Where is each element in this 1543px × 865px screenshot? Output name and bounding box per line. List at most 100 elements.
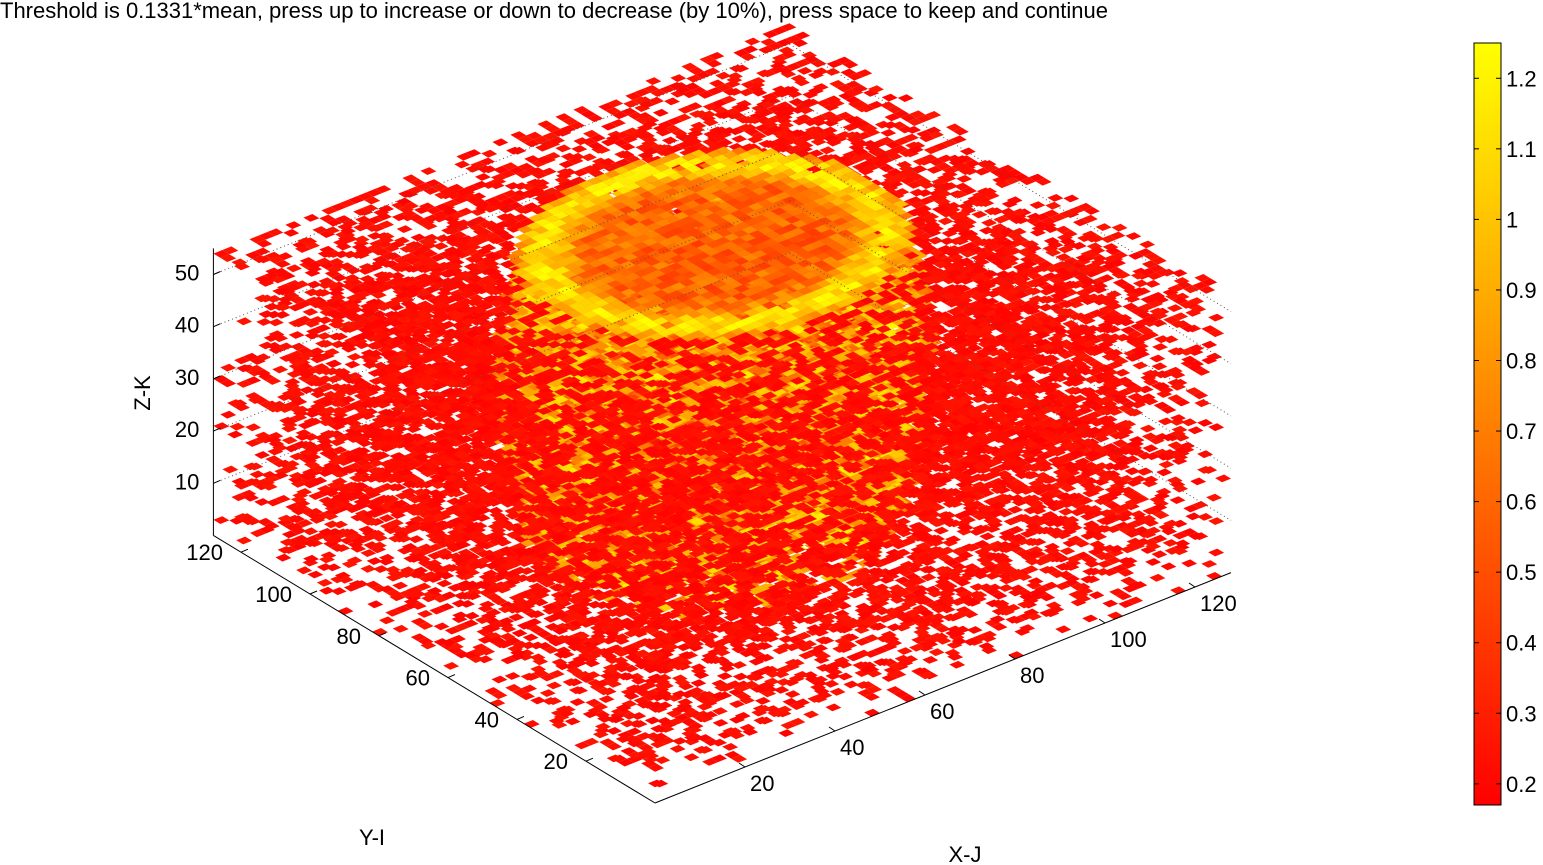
voxel — [1120, 561, 1137, 569]
voxel — [630, 712, 647, 720]
voxel — [615, 735, 632, 743]
voxel — [308, 492, 325, 500]
voxel — [742, 728, 759, 736]
voxel — [384, 565, 401, 574]
voxel — [886, 686, 903, 694]
voxel — [297, 519, 313, 527]
voxel — [902, 655, 919, 664]
voxel — [530, 665, 547, 674]
voxel — [420, 641, 437, 650]
voxel — [941, 597, 958, 606]
voxel — [773, 686, 790, 694]
voxel — [852, 661, 869, 670]
voxel — [837, 672, 853, 681]
voxel — [530, 696, 547, 705]
voxel — [505, 684, 522, 692]
voxel — [1208, 548, 1225, 557]
voxel — [1151, 550, 1168, 559]
voxel — [825, 703, 842, 712]
voxel — [724, 750, 741, 759]
voxel — [643, 751, 660, 760]
voxel — [1096, 560, 1113, 568]
voxel — [872, 646, 889, 655]
voxel — [948, 574, 964, 583]
voxel — [836, 574, 853, 582]
voxel — [896, 647, 913, 655]
voxel — [1174, 539, 1191, 548]
voxel — [319, 586, 335, 595]
voxel — [991, 591, 1008, 600]
voxel — [529, 653, 546, 662]
voxel — [1130, 510, 1147, 519]
voxel — [683, 753, 700, 762]
voxel — [1111, 564, 1128, 573]
voxel — [602, 664, 619, 672]
voxel — [337, 607, 354, 615]
voxel — [622, 664, 639, 673]
voxel — [693, 745, 709, 754]
voxel — [1055, 625, 1072, 634]
voxel — [373, 565, 389, 573]
voxel — [489, 699, 506, 707]
voxel — [595, 722, 611, 731]
voxel — [641, 759, 658, 768]
voxel — [1070, 582, 1087, 591]
voxel — [1208, 517, 1225, 525]
voxel — [417, 621, 434, 630]
voxel — [682, 710, 699, 718]
voxel — [1039, 593, 1056, 602]
voxel — [829, 687, 846, 696]
voxel — [944, 648, 961, 657]
voxel — [928, 617, 945, 625]
voxel — [859, 665, 876, 674]
voxel — [1171, 519, 1188, 528]
voxel — [532, 657, 549, 666]
voxel — [529, 625, 545, 634]
voxel — [1005, 615, 1022, 624]
voxel — [722, 727, 739, 736]
voxel — [392, 581, 409, 590]
voxel — [444, 626, 461, 635]
voxel — [606, 742, 622, 751]
voxel — [1022, 565, 1039, 574]
voxel — [348, 580, 365, 588]
voxel — [350, 544, 367, 553]
voxel — [794, 698, 811, 707]
voxel — [367, 600, 384, 609]
voxel — [863, 650, 880, 658]
voxel — [757, 583, 774, 591]
voxel — [972, 634, 988, 643]
voxel — [546, 681, 562, 690]
voxel — [900, 694, 916, 703]
voxel — [554, 560, 571, 568]
voxel — [970, 567, 987, 576]
voxel — [1023, 608, 1040, 617]
voxel — [1082, 614, 1099, 623]
voxel — [764, 705, 781, 713]
voxel — [722, 743, 739, 751]
voxel — [922, 656, 939, 664]
voxel — [275, 553, 292, 562]
voxel — [281, 530, 298, 539]
voxel — [939, 605, 956, 614]
voxel — [364, 580, 381, 589]
voxel — [855, 681, 871, 689]
voxel — [843, 680, 860, 689]
voxel — [417, 637, 434, 646]
voxel — [518, 649, 535, 657]
voxel — [963, 637, 979, 646]
voxel — [1067, 535, 1084, 544]
voxel — [981, 646, 997, 655]
voxel — [1068, 590, 1085, 599]
voxel — [1045, 601, 1062, 610]
voxel — [904, 572, 921, 581]
voxel — [627, 751, 644, 760]
voxel — [1201, 560, 1218, 568]
voxel — [574, 741, 591, 750]
voxel — [250, 529, 266, 538]
voxel — [857, 689, 874, 697]
voxel — [979, 532, 996, 541]
voxel — [596, 687, 613, 696]
voxel — [973, 540, 990, 548]
voxel — [952, 586, 969, 595]
